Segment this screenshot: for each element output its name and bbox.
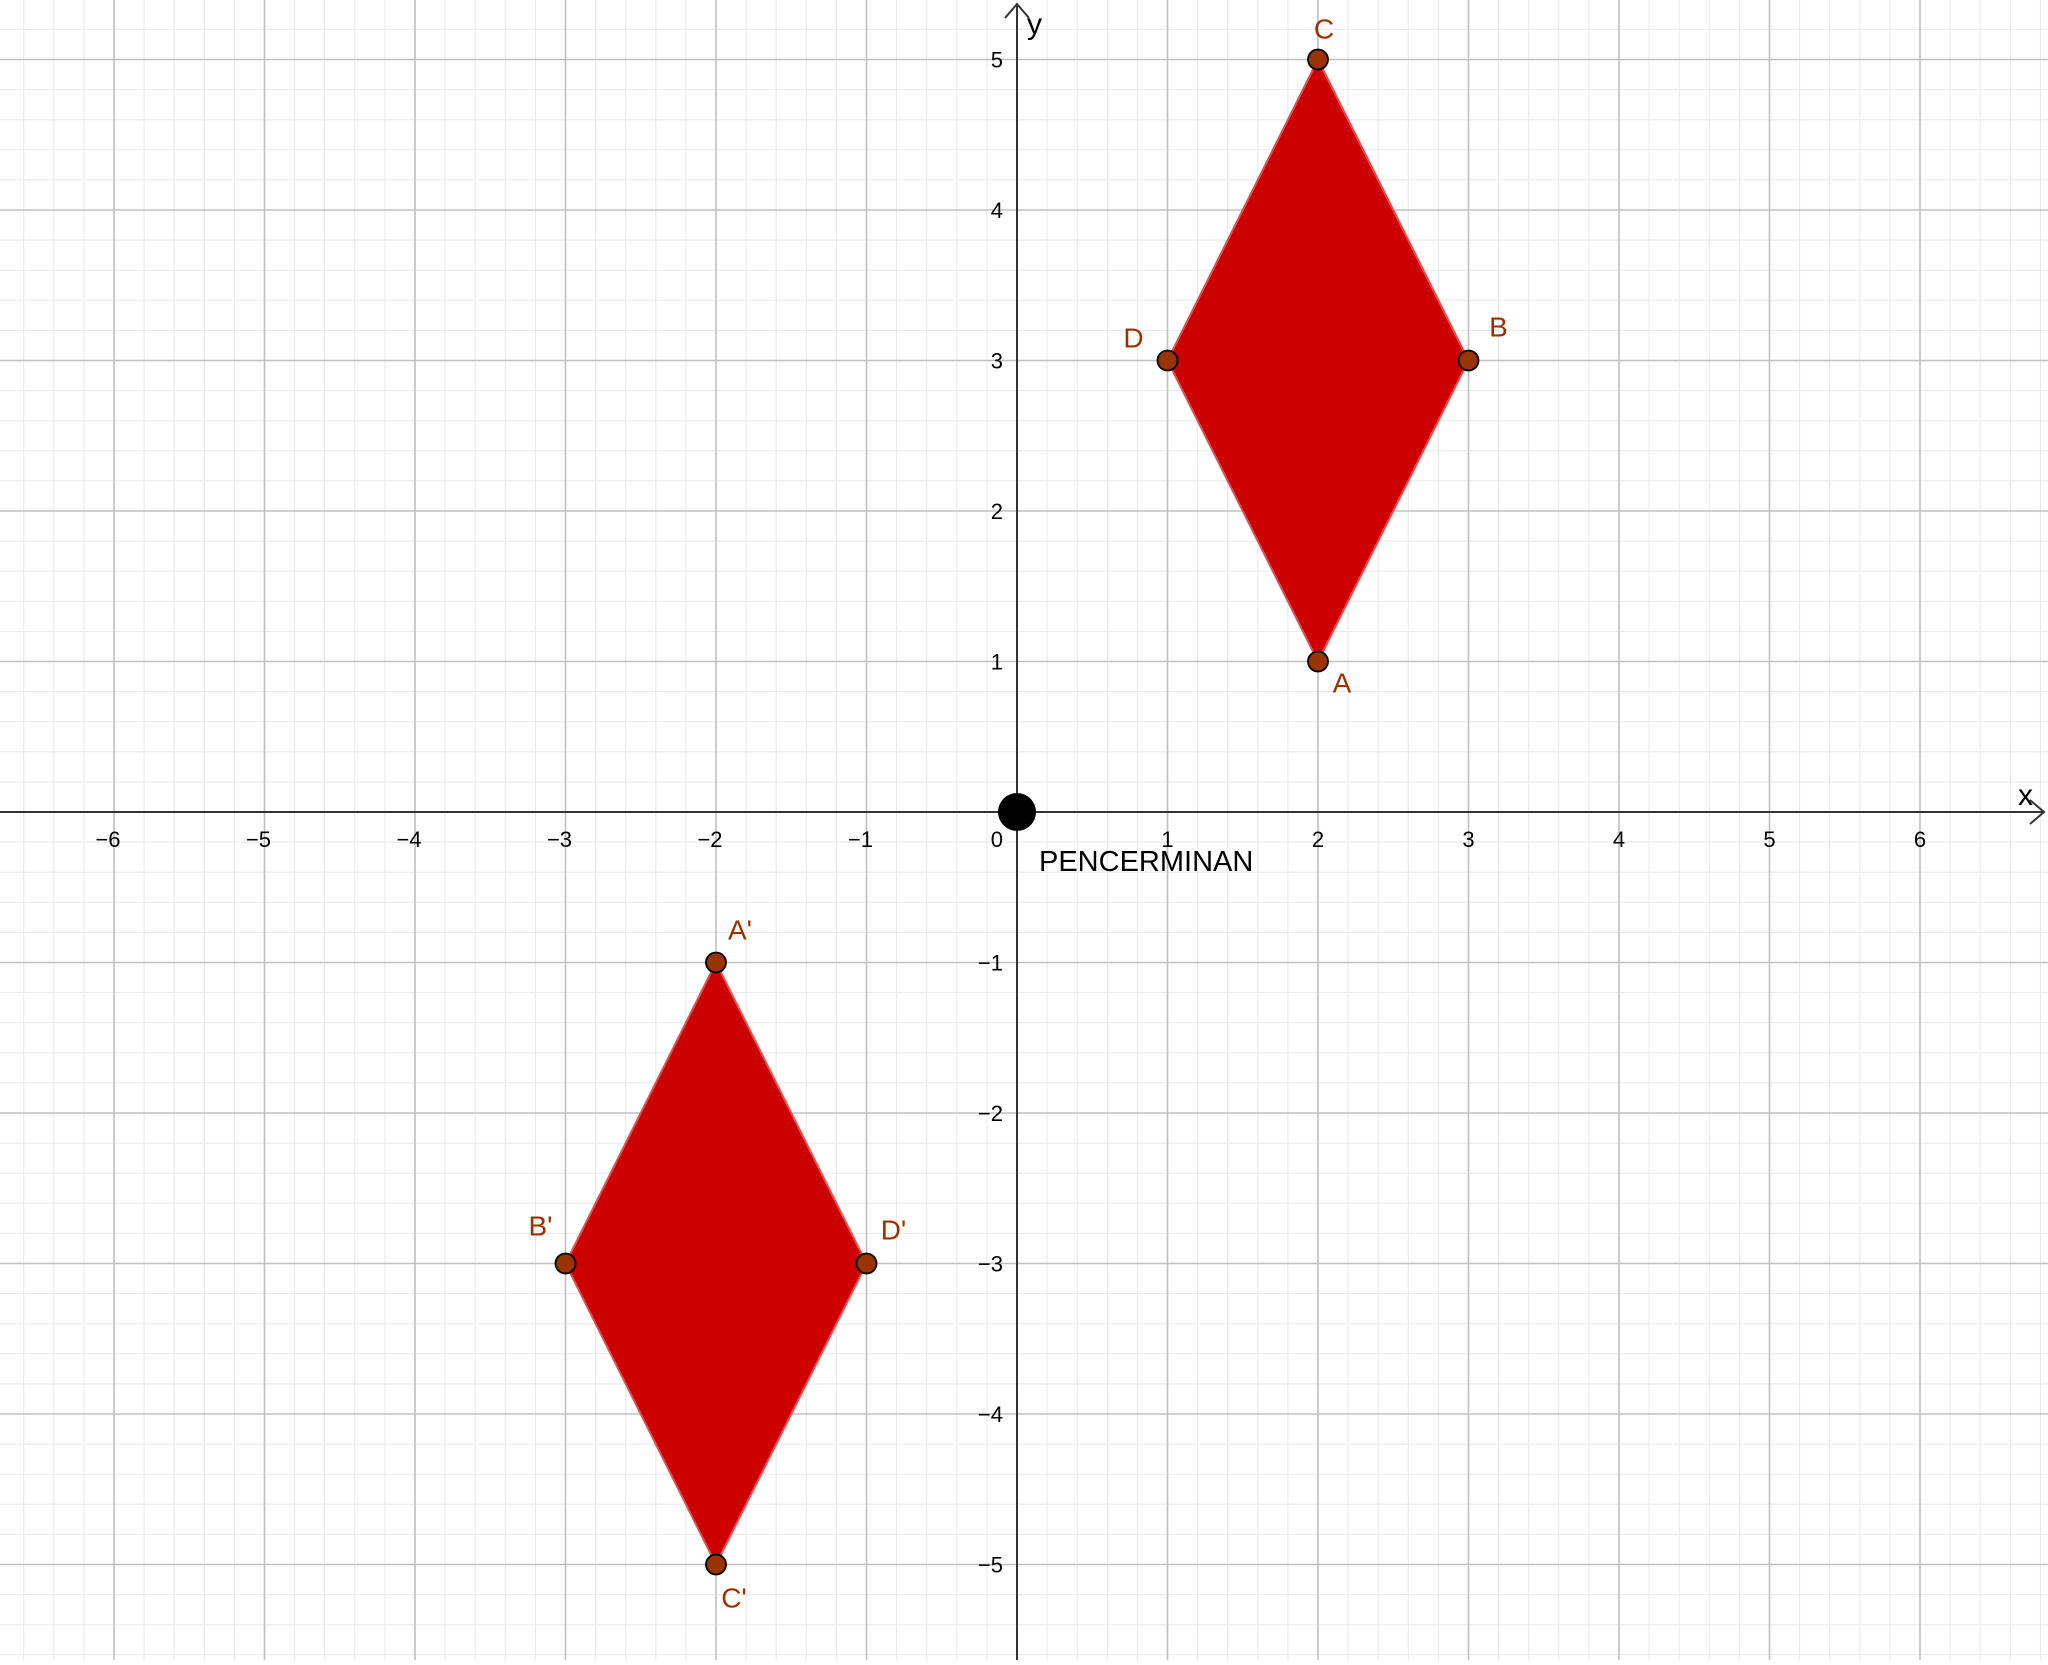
y-tick-label: 2 bbox=[991, 499, 1003, 524]
vertex-point[interactable] bbox=[1156, 349, 1179, 372]
vertex-point[interactable] bbox=[1307, 650, 1329, 673]
vertex-label: A' bbox=[728, 915, 752, 946]
x-tick-label: −4 bbox=[396, 827, 421, 852]
y-axis-arrow-icon bbox=[1004, 2, 1030, 19]
vertex-label: B' bbox=[528, 1211, 552, 1242]
x-tick-label: 6 bbox=[1914, 827, 1926, 852]
vertex-point[interactable] bbox=[1307, 48, 1329, 71]
vertex-point[interactable] bbox=[855, 1252, 878, 1275]
tick-labels-layer: x y −6 −5 −4 −3 −2 −1 1 2 3 4 5 6 5 4 3 2 1 −1 −2 −3 −4 −5 0 bbox=[95, 8, 2033, 1578]
y-tick-label: 3 bbox=[991, 349, 1003, 374]
x-tick-label: −1 bbox=[848, 827, 873, 852]
y-tick-label: −2 bbox=[978, 1101, 1003, 1126]
point-labels-layer: A B C D A' B' C' D' PENCERMINAN bbox=[528, 14, 1507, 1614]
vertex-point[interactable] bbox=[705, 1553, 727, 1576]
y-tick-label: −3 bbox=[978, 1252, 1003, 1277]
origin-label: 0 bbox=[991, 827, 1003, 852]
y-tick-label: 4 bbox=[991, 198, 1003, 223]
x-tick-label: 4 bbox=[1613, 827, 1625, 852]
y-tick-label: 5 bbox=[991, 48, 1003, 73]
y-tick-label: 1 bbox=[991, 650, 1003, 675]
x-tick-label: −5 bbox=[246, 827, 271, 852]
x-axis-arrow-icon bbox=[2029, 799, 2046, 825]
y-tick-label: −4 bbox=[978, 1402, 1003, 1427]
x-tick-label: 2 bbox=[1312, 827, 1324, 852]
vertex-label: A bbox=[1333, 668, 1352, 699]
x-tick-label: 5 bbox=[1763, 827, 1775, 852]
vertex-label: C bbox=[1314, 14, 1334, 45]
vertex-label: B bbox=[1489, 312, 1508, 343]
x-tick-label: 3 bbox=[1462, 827, 1474, 852]
y-tick-label: −5 bbox=[978, 1553, 1003, 1578]
x-axis-label: x bbox=[2018, 779, 2033, 812]
y-tick-label: −1 bbox=[978, 951, 1003, 976]
origin-point[interactable] bbox=[998, 793, 1036, 831]
y-axis-label: y bbox=[1027, 8, 1042, 41]
points-layer bbox=[554, 48, 1480, 1576]
vertex-label: D' bbox=[881, 1215, 907, 1246]
vertex-point[interactable] bbox=[554, 1252, 577, 1275]
origin-point-caption: PENCERMINAN bbox=[1039, 846, 1253, 878]
x-tick-label: 1 bbox=[1161, 827, 1173, 852]
x-tick-label: −3 bbox=[547, 827, 572, 852]
vertex-point[interactable] bbox=[1457, 349, 1480, 372]
vertex-label: C' bbox=[721, 1583, 747, 1614]
x-tick-label: −6 bbox=[95, 827, 120, 852]
vertex-point[interactable] bbox=[705, 951, 727, 974]
vertex-label: D bbox=[1123, 323, 1143, 354]
x-tick-label: −2 bbox=[697, 827, 722, 852]
